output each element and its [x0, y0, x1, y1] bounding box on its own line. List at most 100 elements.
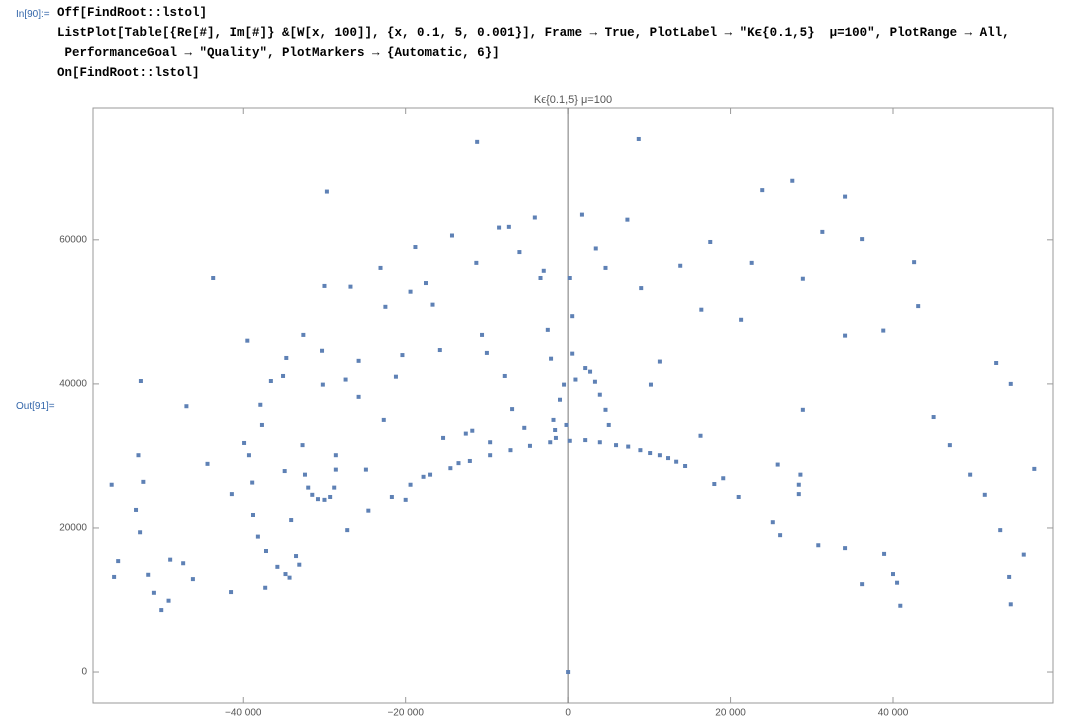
point [251, 512, 255, 517]
point [320, 348, 325, 353]
point [562, 382, 567, 387]
point [626, 444, 631, 449]
y-tick-label: 0 [81, 667, 87, 678]
point [229, 492, 234, 497]
point [356, 358, 361, 363]
point [638, 448, 643, 453]
input-label: In[90]:= [16, 9, 50, 20]
point [166, 598, 171, 603]
point [603, 407, 608, 412]
frame [92, 107, 1054, 704]
point [297, 562, 302, 567]
point [583, 366, 588, 371]
point [378, 265, 383, 270]
point [381, 417, 386, 422]
point [345, 528, 350, 533]
point [739, 317, 744, 322]
point [324, 189, 329, 194]
point [258, 402, 263, 407]
x-tick-label: 40 000 [878, 708, 909, 719]
point [816, 543, 821, 548]
point [790, 178, 795, 183]
point [448, 466, 453, 471]
point [843, 546, 848, 551]
point [860, 237, 865, 242]
point [532, 215, 537, 220]
point [916, 304, 921, 309]
point [403, 497, 408, 502]
point [891, 572, 895, 577]
point [205, 461, 210, 466]
point [428, 472, 433, 477]
point [246, 453, 251, 458]
x-tick-label: −20 000 [387, 708, 424, 719]
point [639, 286, 644, 291]
point [343, 377, 348, 382]
point [474, 260, 479, 265]
point [968, 472, 973, 477]
point [268, 379, 273, 384]
point [606, 422, 611, 427]
point [302, 472, 307, 477]
point [488, 440, 493, 445]
point [625, 217, 630, 222]
point [467, 458, 472, 463]
point [603, 265, 608, 270]
point [564, 422, 569, 427]
point [463, 431, 468, 436]
point [570, 351, 575, 356]
point [259, 422, 264, 427]
point [683, 464, 688, 469]
y-tick-label: 60000 [59, 234, 87, 245]
point [567, 276, 572, 280]
point [712, 482, 717, 487]
y-tick-label: 20000 [59, 523, 87, 534]
point [413, 245, 418, 250]
point [242, 440, 247, 445]
point [328, 494, 333, 499]
point [1007, 574, 1012, 579]
point [994, 361, 999, 365]
point [306, 485, 311, 490]
point [567, 438, 572, 443]
point [558, 397, 563, 402]
chart-title: Kϵ{0.1,5} μ=100 [534, 94, 612, 106]
point [356, 394, 361, 399]
point [698, 433, 703, 438]
point [566, 670, 571, 675]
point [320, 382, 325, 387]
point [284, 355, 289, 360]
point [211, 276, 216, 280]
output-label: Out[91]= [16, 401, 55, 412]
point [527, 443, 532, 448]
point [389, 494, 394, 499]
point [592, 379, 597, 384]
point [245, 338, 250, 343]
point [229, 590, 234, 595]
point [506, 224, 511, 229]
point [648, 382, 653, 387]
code-line: On[FindRoot::lstol] [57, 66, 200, 80]
point [138, 530, 143, 535]
point [190, 577, 195, 582]
point [475, 139, 480, 144]
point [366, 508, 371, 513]
point [408, 482, 413, 487]
point [1021, 552, 1026, 557]
point [151, 590, 156, 595]
point [775, 462, 780, 467]
point [281, 373, 286, 378]
point [674, 459, 679, 464]
point [657, 359, 662, 364]
point [796, 492, 801, 497]
point [315, 497, 320, 502]
point [168, 557, 173, 562]
point [800, 407, 805, 412]
point [184, 404, 189, 409]
point [549, 356, 554, 361]
point [573, 377, 578, 382]
point [770, 520, 775, 525]
point [545, 327, 550, 332]
